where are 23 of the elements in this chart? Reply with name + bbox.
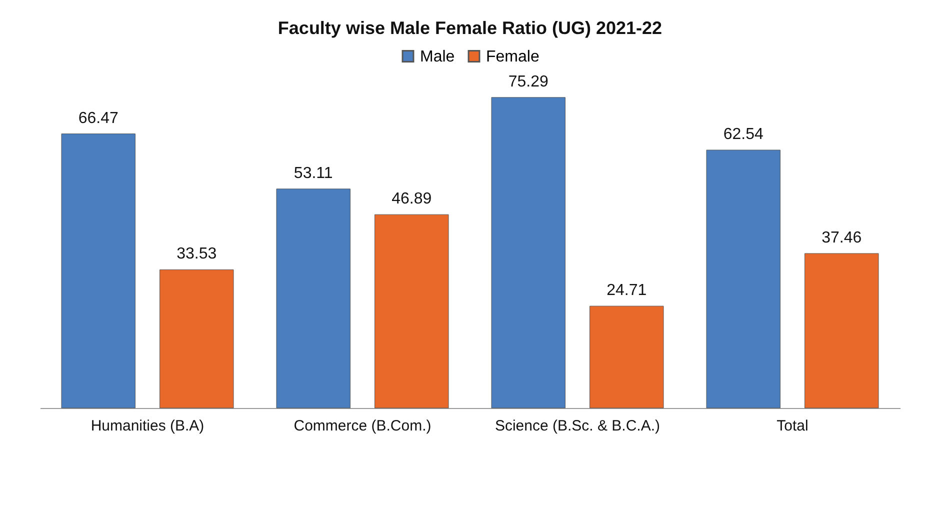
data-label: 53.11 [294,164,333,182]
data-label: 62.54 [723,126,764,144]
bar [276,188,350,408]
x-tick-label: Total [776,418,808,434]
legend-label: Female [486,48,540,66]
x-tick-label: Commerce (B.Com.) [294,418,432,434]
data-label: 24.71 [606,282,647,300]
bar [61,134,136,408]
bar [160,269,234,408]
data-label: 75.29 [508,73,548,90]
x-tick-label: Science (B.Sc. & B.C.A.) [494,418,660,434]
bar [374,214,449,408]
data-label: 37.46 [822,229,862,246]
data-label: 33.53 [176,246,217,263]
x-tick-label: Humanities (B.A) [90,418,204,434]
bar [590,306,664,408]
legend-label: Male [420,48,455,66]
data-label: 46.89 [392,190,432,208]
bar [706,150,780,408]
chart-title: Faculty wise Male Female Ratio (UG) 2021-22 [278,18,662,38]
bar [491,97,566,408]
data-label: 66.47 [78,110,118,127]
bar [804,253,879,408]
